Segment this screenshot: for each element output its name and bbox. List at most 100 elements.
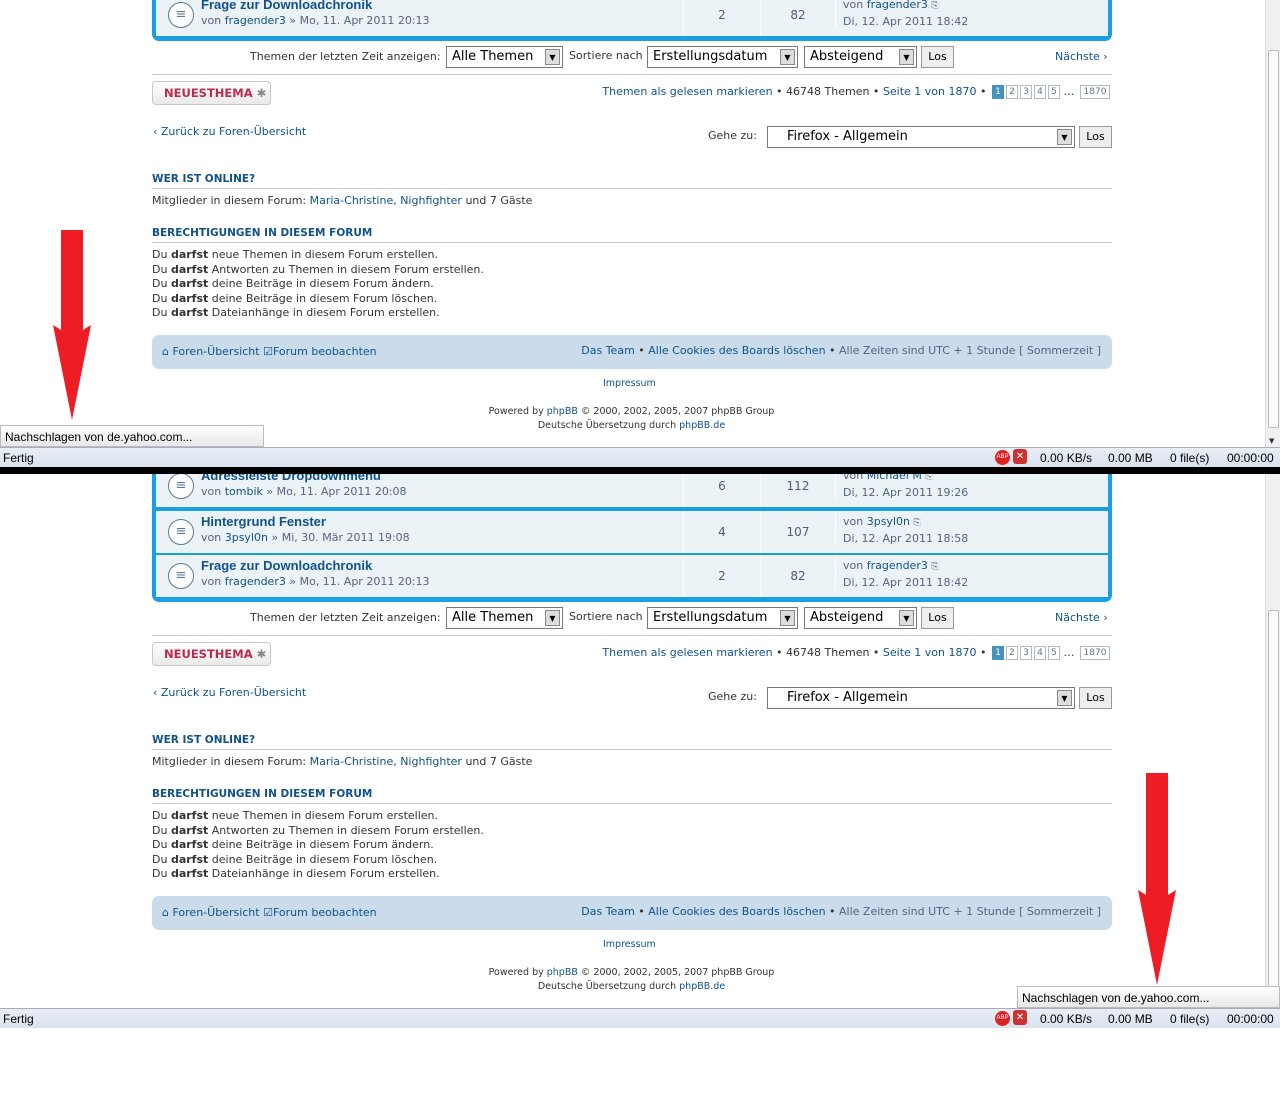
page-3-link[interactable]: 3 [1020, 85, 1032, 99]
topic-read-icon: ≡ [168, 519, 194, 545]
reply-count: 4 [683, 511, 760, 553]
topic-title-link[interactable]: Hintergrund Fenster [201, 514, 326, 529]
topic-date: Mo, 11. Apr 2011 20:13 [299, 14, 430, 27]
online-user-links[interactable]: Maria-Christine, Nighfighter [309, 194, 462, 207]
page-3-link[interactable]: 3 [1020, 646, 1032, 660]
topic-title-link[interactable]: Frage zur Downloadchronik [201, 558, 373, 573]
last-post: von fragender3 ⎘ Di, 12. Apr 2011 18:42 [835, 0, 968, 29]
view-count: 107 [760, 511, 835, 553]
order-select[interactable]: Absteigend ▼ [804, 607, 917, 629]
jump-go-button[interactable]: Los [1079, 126, 1112, 148]
file-count: 0 file(s) [1170, 451, 1210, 465]
last-post: von fragender3 ⎘ Di, 12. Apr 2011 18:42 [835, 558, 968, 590]
days-select[interactable]: Alle Themen ▼ [446, 607, 563, 629]
online-users: Mitglieder in diesem Forum: Maria-Christ… [152, 755, 532, 768]
team-link[interactable]: Das Team [581, 344, 635, 357]
back-to-index-link[interactable]: ‹ Zurück zu Foren-Übersicht [153, 686, 307, 699]
by-prefix: von [201, 485, 222, 498]
mark-read-link[interactable]: Themen als gelesen markieren [602, 85, 773, 98]
filter-go-button[interactable]: Los [921, 46, 954, 68]
scrollbar[interactable]: ▼ [1265, 0, 1280, 447]
topic-author-link[interactable]: fragender3 [224, 14, 286, 27]
topic-byline: von tombik » Mo, 11. Apr 2011 20:08 [201, 485, 407, 498]
blocked-icon[interactable]: ✕ [1013, 449, 1027, 464]
page-content: ≡ Adressleiste Dropdownmenü von tombik »… [0, 474, 1265, 1029]
impressum-link[interactable]: Impressum [603, 378, 656, 389]
online-user-links[interactable]: Maria-Christine, Nighfighter [309, 755, 462, 768]
new-topic-button[interactable]: NEUESTHEMA ✱ [152, 81, 271, 105]
page-2-link[interactable]: 2 [1006, 646, 1018, 660]
page-2-link[interactable]: 2 [1006, 85, 1018, 99]
page-4-link[interactable]: 4 [1034, 85, 1046, 99]
topic-read-icon: ≡ [168, 2, 194, 28]
topic-byline: von 3psyl0n » Mi, 30. Mär 2011 19:08 [201, 531, 410, 544]
new-topic-button[interactable]: NEUESTHEMA ✱ [152, 642, 271, 666]
next-page-link[interactable]: Nächste › [1055, 611, 1108, 624]
page-info[interactable]: Seite 1 von 1870 [882, 85, 977, 98]
jump-select[interactable]: Firefox - Allgemein ▼ [767, 687, 1075, 709]
page-5-link[interactable]: 5 [1048, 85, 1060, 99]
next-page-link[interactable]: Nächste › [1055, 50, 1108, 63]
topic-read-icon: ≡ [168, 474, 194, 499]
filter-go-button[interactable]: Los [921, 607, 954, 629]
sort-value: Erstellungsdatum [653, 610, 768, 625]
team-link[interactable]: Das Team [581, 905, 635, 918]
delete-cookies-link[interactable]: Alle Cookies des Boards löschen [648, 905, 826, 918]
delete-cookies-link[interactable]: Alle Cookies des Boards löschen [648, 344, 826, 357]
view-latest-post-icon[interactable]: ⎘ [925, 474, 933, 482]
page-4-link[interactable]: 4 [1034, 646, 1046, 660]
blocked-icon[interactable]: ✕ [1013, 1010, 1027, 1025]
phpbb-link[interactable]: phpBB [546, 406, 578, 417]
last-post-author-link[interactable]: Michael M [866, 474, 922, 482]
topic-author-link[interactable]: 3psyl0n [224, 531, 268, 544]
phpbb-link[interactable]: phpBB [546, 967, 578, 978]
last-post-author-link[interactable]: 3psyl0n [866, 515, 910, 528]
sort-select[interactable]: Erstellungsdatum ▼ [647, 607, 798, 629]
impressum-link[interactable]: Impressum [603, 939, 656, 950]
last-post-date: Di, 12. Apr 2011 18:58 [843, 532, 969, 545]
view-latest-post-icon[interactable]: ⎘ [913, 518, 921, 528]
mark-read-link[interactable]: Themen als gelesen markieren [602, 646, 773, 659]
pagination: Themen als gelesen markieren • 46748 The… [602, 646, 1110, 660]
jump-select[interactable]: Firefox - Allgemein ▼ [767, 126, 1075, 148]
order-select[interactable]: Absteigend ▼ [804, 46, 917, 68]
dropdown-arrow-icon: ▼ [545, 49, 560, 65]
page-info[interactable]: Seite 1 von 1870 [882, 646, 977, 659]
timezone: Alle Zeiten sind UTC + 1 Stunde [ Sommer… [839, 905, 1101, 918]
phpbbde-link[interactable]: phpBB.de [679, 981, 726, 992]
jump-go-button[interactable]: Los [1079, 687, 1112, 709]
view-latest-post-icon[interactable]: ⎘ [931, 1, 939, 11]
topic-author-link[interactable]: tombik [224, 485, 263, 498]
online-users: Mitglieder in diesem Forum: Maria-Christ… [152, 194, 532, 207]
page-1-link[interactable]: 1 [992, 646, 1004, 660]
page-1-link[interactable]: 1 [992, 85, 1004, 99]
topic-author-link[interactable]: fragender3 [224, 575, 286, 588]
permission-line: Du darfst deine Beiträge in diesem Forum… [152, 852, 438, 866]
dropdown-arrow-icon: ▼ [1057, 690, 1072, 706]
scrollbar[interactable] [1265, 474, 1280, 1008]
page-5-link[interactable]: 5 [1048, 646, 1060, 660]
index-link[interactable]: Foren-Übersicht [172, 345, 260, 358]
last-page-link[interactable]: 1870 [1080, 646, 1110, 660]
topic-title-link[interactable]: Adressleiste Dropdownmenü [201, 474, 381, 483]
sort-label: Sortiere nach [569, 49, 643, 62]
copyright: Powered by phpBB © 2000, 2002, 2005, 200… [488, 967, 775, 992]
days-select[interactable]: Alle Themen ▼ [446, 46, 563, 68]
index-link[interactable]: Foren-Übersicht [172, 906, 260, 919]
sort-select[interactable]: Erstellungsdatum ▼ [647, 46, 798, 68]
home-icon: ⌂ [162, 345, 169, 358]
phpbbde-link[interactable]: phpBB.de [679, 420, 726, 431]
last-post-author-link[interactable]: fragender3 [866, 559, 928, 572]
adblock-icon[interactable]: ABP [995, 1011, 1010, 1026]
watch-forum-link[interactable]: Forum beobachten [272, 906, 377, 919]
last-post-author-link[interactable]: fragender3 [866, 0, 928, 11]
watch-forum-link[interactable]: Forum beobachten [272, 345, 377, 358]
topic-title-link[interactable]: Frage zur Downloadchronik [201, 0, 373, 12]
adblock-icon[interactable]: ABP [995, 450, 1010, 465]
last-page-link[interactable]: 1870 [1080, 85, 1110, 99]
by-prefix: von [201, 531, 222, 544]
page-content: ≡ Adressleiste Dropdownmenü von tombik »… [0, 0, 1265, 468]
view-latest-post-icon[interactable]: ⎘ [931, 562, 939, 572]
back-to-index-link[interactable]: ‹ Zurück zu Foren-Übersicht [153, 125, 307, 138]
status-text: Fertig [3, 451, 34, 465]
